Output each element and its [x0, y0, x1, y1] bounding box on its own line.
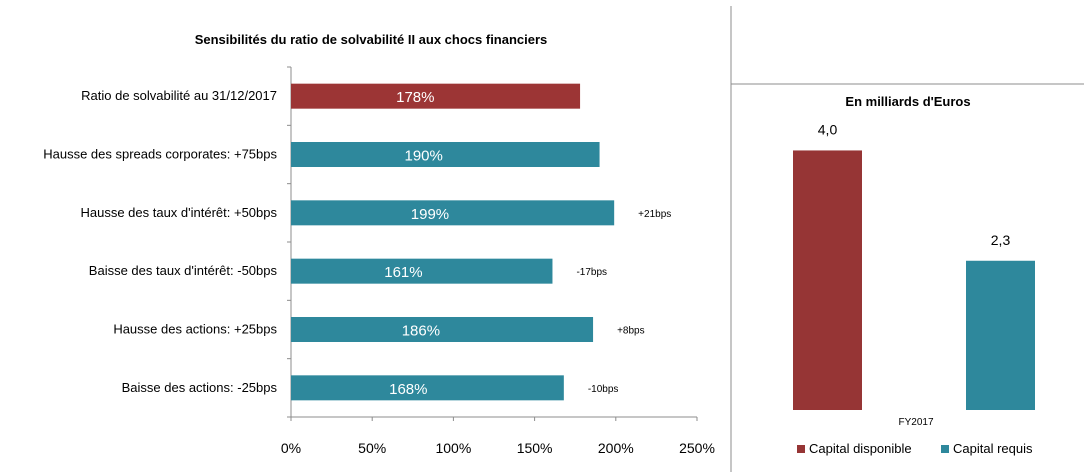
- column-bar: [966, 260, 1035, 410]
- bar: [291, 375, 564, 401]
- right-bars: 4,0 2,3: [793, 121, 1035, 410]
- left-bars: Ratio de solvabilité au 31/12/2017 178% Ha…: [43, 83, 671, 401]
- category-label: Baisse des taux d'intérêt: -50bps: [89, 263, 278, 278]
- left-axes: 0% 50% 100% 150% 200% 250%: [281, 66, 715, 456]
- category-label: Hausse des spreads corporates: +75bps: [43, 147, 277, 162]
- left-chart-title: Sensibilités du ratio de solvabilité II …: [195, 32, 548, 47]
- column-bar: [793, 150, 862, 410]
- category-label: Hausse des actions: +25bps: [113, 322, 277, 337]
- delta-annotation: +21bps: [638, 209, 671, 220]
- x-tick-label: 200%: [598, 440, 634, 456]
- delta-annotation: -17bps: [576, 267, 607, 278]
- bar-value-label: 190%: [404, 148, 442, 165]
- bar: [291, 317, 594, 342]
- legend-swatch: [941, 445, 949, 453]
- bar-value-label: 199%: [411, 206, 449, 223]
- legend-label: Capital requis: [953, 441, 1033, 456]
- bar-value-label: 186%: [402, 323, 440, 340]
- x-tick-label: 100%: [435, 440, 471, 456]
- right-chart-title: En milliards d'Euros: [845, 94, 970, 109]
- category-label: Ratio de solvabilité au 31/12/2017: [81, 88, 277, 103]
- bar: [291, 142, 600, 167]
- column-value-label: 2,3: [991, 232, 1011, 248]
- bar-value-label: 178%: [396, 89, 434, 106]
- legend-label: Capital disponible: [809, 441, 912, 456]
- category-label: Baisse des actions: -25bps: [122, 380, 278, 395]
- category-label: Hausse des taux d'intérêt: +50bps: [80, 205, 277, 220]
- delta-annotation: +8bps: [617, 326, 645, 337]
- column-value-label: 4,0: [818, 121, 838, 137]
- right-x-category: FY2017: [898, 417, 933, 428]
- legend-swatch: [797, 445, 805, 453]
- x-tick-label: 0%: [281, 440, 301, 456]
- delta-annotation: -10bps: [588, 384, 619, 395]
- right-legend: Capital disponible Capital requis: [797, 441, 1033, 456]
- x-tick-label: 150%: [517, 440, 553, 456]
- bar-value-label: 168%: [389, 381, 427, 398]
- bar-value-label: 161%: [384, 264, 422, 281]
- bar: [291, 200, 615, 226]
- bar: [291, 83, 581, 109]
- x-tick-label: 50%: [358, 440, 386, 456]
- x-tick-label: 250%: [679, 440, 715, 456]
- bar: [291, 258, 553, 284]
